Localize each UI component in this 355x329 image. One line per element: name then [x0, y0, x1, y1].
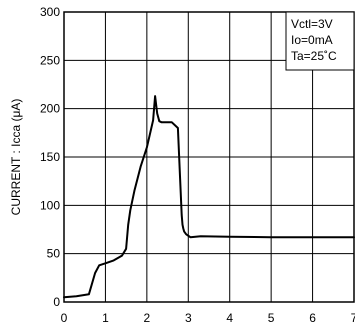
y-axis-title: CURRENT : Icca (μA) [9, 99, 23, 216]
x-tick-label: 4 [226, 311, 233, 325]
y-tick-label: 50 [47, 247, 61, 261]
y-tick-label: 0 [53, 295, 60, 309]
legend-line-io: Io=0mA [291, 33, 333, 47]
x-tick-label: 2 [144, 311, 151, 325]
legend-box [285, 11, 355, 71]
y-tick-label: 150 [40, 150, 60, 164]
legend: Vctl=3V Io=0mA Ta=25˚C [285, 11, 355, 71]
x-tick-label: 1 [102, 311, 109, 325]
y-tick-label: 100 [40, 198, 60, 212]
x-tick-label: 0 [61, 311, 68, 325]
y-tick-label: 250 [40, 53, 60, 67]
tick-labels: 0 1 2 3 4 5 6 7 0 50 100 150 200 250 300 [40, 5, 355, 325]
x-tick-label: 3 [185, 311, 192, 325]
x-tick-label: 5 [268, 311, 275, 325]
series-line [63, 95, 355, 299]
legend-line-ta: Ta=25˚C [291, 49, 337, 63]
y-tick-label: 300 [40, 5, 60, 19]
legend-line-vctl: Vctl=3V [291, 17, 333, 31]
x-tick-label: 7 [351, 311, 355, 325]
plot-frame [63, 11, 355, 303]
x-tick-label: 6 [309, 311, 316, 325]
y-tick-label: 200 [40, 102, 60, 116]
